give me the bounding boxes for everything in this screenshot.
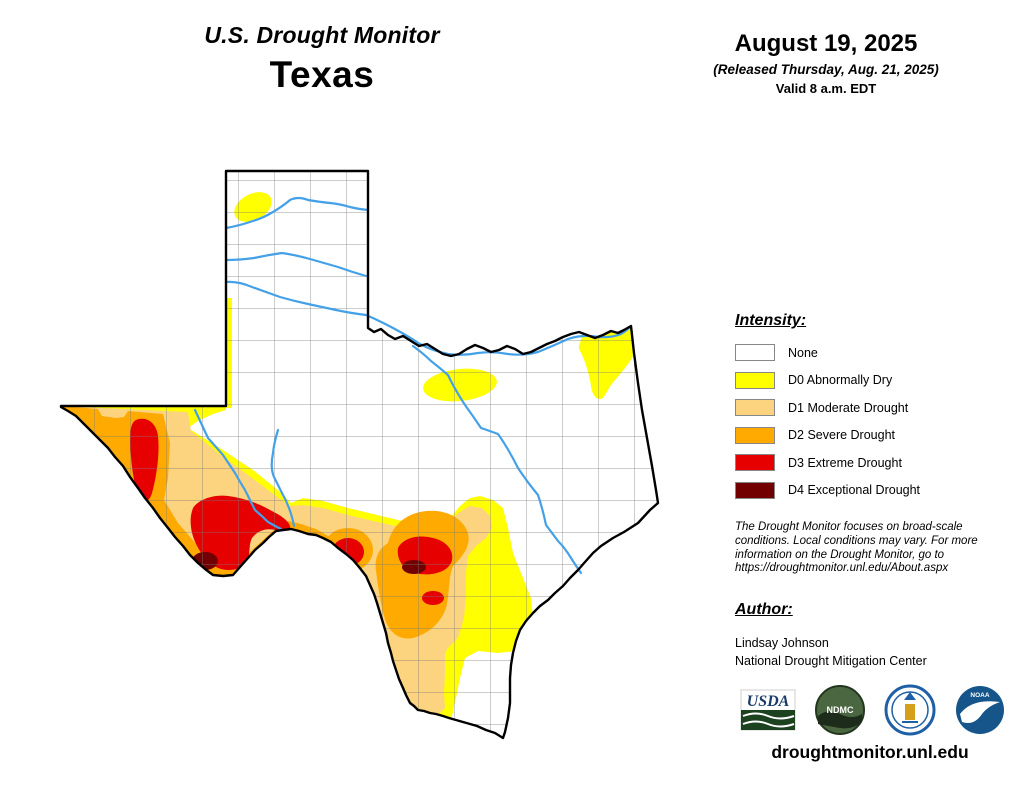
legend-row-none: None (735, 339, 920, 367)
texas-state-outline (59, 169, 660, 740)
legend-swatch-d4 (735, 481, 775, 499)
website-url: droughtmonitor.unl.edu (771, 742, 969, 762)
legend-label-none: None (788, 345, 818, 360)
map-date: August 19, 2025 (734, 30, 918, 57)
north-fork-red-river (224, 251, 368, 278)
page-title: U.S. Drought Monitor (204, 22, 440, 48)
state-title: Texas (269, 54, 375, 95)
noaa-logo-text: NOAA (970, 692, 989, 699)
trinity-river (411, 344, 583, 575)
legend-swatch-d1 (735, 399, 775, 417)
author-name: Lindsay Johnson (735, 636, 829, 650)
canadian-river (224, 196, 370, 230)
legend-label-d4: D4 Exceptional Drought (788, 483, 921, 498)
map-title-block: U.S. Drought Monitor Texas (140, 22, 504, 96)
legend-swatch-d3 (735, 454, 775, 472)
disclaimer-text: The Drought Monitor focuses on broad-sca… (735, 521, 978, 575)
legend-swatch-none (735, 344, 775, 362)
legend-swatch-d2 (735, 426, 775, 444)
legend-row-d4: D4 Exceptional Drought (735, 477, 920, 505)
noaa-logo: NOAA (956, 686, 1004, 734)
legend-label-d0: D0 Abnormally Dry (788, 373, 893, 388)
legend-row-d0: D0 Abnormally Dry (735, 367, 920, 395)
agency-logos: USDA NDMC NOAA (740, 684, 1006, 736)
author-organization: National Drought Mitigation Center (735, 654, 927, 668)
valid-time: Valid 8 a.m. EDT (775, 81, 877, 96)
usda-logo: USDA (740, 689, 796, 731)
release-date: (Released Thursday, Aug. 21, 2025) (713, 62, 939, 77)
legend-row-d3: D3 Extreme Drought (735, 449, 920, 477)
map-date-block: August 19, 2025 (Released Thursday, Aug.… (672, 30, 980, 96)
county-grid (61, 171, 658, 738)
intensity-heading: Intensity: (735, 312, 807, 329)
legend-label-d3: D3 Extreme Drought (788, 455, 902, 470)
usda-logo-text: USDA (747, 693, 790, 710)
ndmc-logo: NDMC (815, 685, 865, 735)
legend-label-d2: D2 Severe Drought (788, 428, 896, 443)
devils-river (270, 428, 296, 528)
author-heading: Author: (735, 601, 793, 618)
red-river (224, 280, 631, 356)
legend-row-d1: D1 Moderate Drought (735, 394, 920, 422)
legend-label-d1: D1 Moderate Drought (788, 400, 909, 415)
legend-swatch-d0 (735, 371, 775, 389)
ndmc-logo-text: NDMC (827, 705, 854, 715)
commerce-logo (884, 684, 936, 736)
legend-row-d2: D2 Severe Drought (735, 422, 920, 450)
pecos-river (193, 408, 283, 531)
intensity-legend: None D0 Abnormally Dry D1 Moderate Droug… (735, 339, 920, 504)
texas-drought-map (59, 169, 660, 740)
